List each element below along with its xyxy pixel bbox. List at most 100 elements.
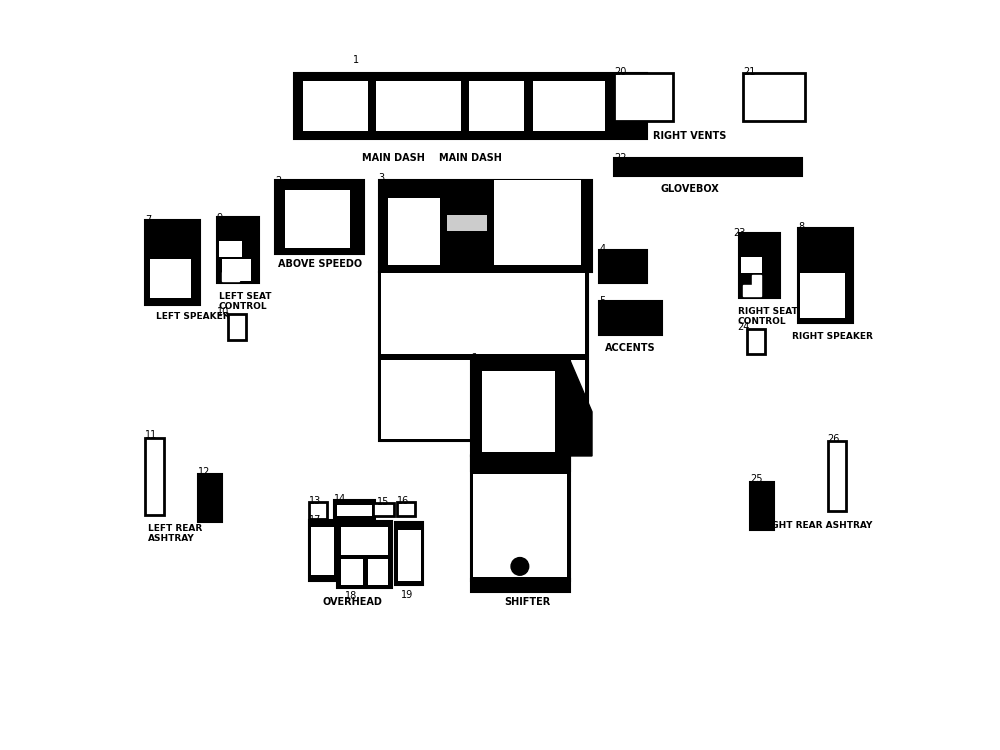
Bar: [222, 259, 251, 280]
Text: 12: 12: [198, 467, 211, 477]
Bar: [743, 74, 805, 121]
Text: 17: 17: [309, 514, 321, 525]
Bar: [471, 360, 570, 456]
Text: 9: 9: [217, 213, 223, 223]
Bar: [150, 260, 191, 298]
Bar: [471, 454, 570, 471]
Bar: [447, 215, 487, 232]
Polygon shape: [570, 360, 592, 456]
Bar: [376, 81, 461, 130]
Bar: [228, 314, 246, 340]
Text: 11: 11: [145, 430, 157, 440]
Text: 3: 3: [379, 172, 385, 182]
Bar: [533, 81, 605, 130]
Bar: [341, 559, 363, 585]
Bar: [599, 302, 662, 334]
Text: OVERHEAD: OVERHEAD: [323, 597, 383, 608]
Text: 19: 19: [401, 590, 414, 600]
Bar: [379, 180, 592, 272]
Text: 14: 14: [334, 494, 347, 504]
Text: 16: 16: [397, 496, 409, 506]
Bar: [800, 274, 845, 317]
Text: 7: 7: [145, 214, 151, 224]
Bar: [614, 74, 673, 121]
Bar: [798, 228, 853, 323]
Bar: [379, 358, 588, 441]
Bar: [337, 506, 372, 516]
Text: 26: 26: [828, 434, 840, 444]
Text: 13: 13: [309, 496, 321, 506]
Bar: [311, 527, 334, 575]
Text: ACCENTS: ACCENTS: [605, 344, 656, 353]
Text: RIGHT SPEAKER: RIGHT SPEAKER: [792, 332, 873, 341]
Text: 1: 1: [353, 55, 359, 64]
Bar: [471, 456, 570, 581]
Text: ABOVE SPEEDO: ABOVE SPEEDO: [278, 260, 362, 269]
Bar: [828, 441, 846, 512]
Text: 6: 6: [471, 353, 477, 363]
Bar: [294, 74, 647, 140]
Bar: [285, 190, 350, 248]
Text: MAIN DASH: MAIN DASH: [439, 153, 502, 163]
Bar: [747, 328, 765, 355]
Text: 23: 23: [733, 228, 746, 238]
Bar: [219, 241, 242, 257]
Bar: [388, 198, 440, 265]
Bar: [381, 274, 585, 355]
Bar: [800, 274, 845, 317]
Bar: [381, 360, 585, 439]
Bar: [303, 81, 368, 130]
Text: 4: 4: [599, 244, 606, 254]
Text: GLOVEBOX: GLOVEBOX: [661, 184, 719, 194]
Bar: [614, 158, 802, 176]
Bar: [473, 475, 567, 578]
Text: LEFT REAR
ASHTRAY: LEFT REAR ASHTRAY: [148, 524, 202, 543]
Bar: [469, 81, 524, 130]
Bar: [750, 482, 774, 530]
Bar: [741, 257, 762, 274]
Bar: [145, 220, 200, 305]
Bar: [217, 217, 259, 283]
Text: MAIN DASH: MAIN DASH: [362, 153, 425, 163]
Text: RIGHT VENTS: RIGHT VENTS: [653, 130, 727, 140]
Bar: [334, 500, 375, 518]
Bar: [275, 180, 364, 254]
Circle shape: [511, 557, 529, 575]
Bar: [368, 559, 388, 585]
Text: 8: 8: [798, 222, 804, 232]
Text: SHIFTER: SHIFTER: [504, 597, 550, 608]
Bar: [599, 250, 647, 283]
Polygon shape: [743, 275, 761, 296]
Bar: [145, 220, 200, 305]
Bar: [145, 437, 164, 515]
Bar: [395, 522, 423, 585]
Bar: [798, 228, 853, 323]
Text: 21: 21: [743, 68, 755, 77]
Bar: [739, 233, 780, 298]
Bar: [309, 520, 337, 581]
Text: 22: 22: [614, 153, 627, 163]
Text: LEFT SEAT
CONTROL: LEFT SEAT CONTROL: [219, 292, 271, 311]
Text: 20: 20: [614, 68, 626, 77]
Bar: [494, 180, 581, 265]
Bar: [471, 579, 570, 592]
Bar: [337, 520, 392, 589]
Text: 10: 10: [217, 308, 229, 317]
Bar: [150, 260, 191, 298]
Text: 5: 5: [599, 296, 606, 305]
Text: RIGHT SEAT
CONTROL: RIGHT SEAT CONTROL: [738, 307, 798, 326]
Bar: [309, 503, 327, 518]
Text: 2: 2: [275, 176, 282, 186]
Text: 25: 25: [750, 475, 763, 484]
Bar: [373, 503, 394, 516]
Bar: [398, 530, 421, 581]
Bar: [198, 475, 222, 522]
Text: 15: 15: [377, 497, 389, 507]
Bar: [397, 502, 415, 516]
Bar: [482, 371, 555, 452]
Text: 18: 18: [345, 592, 358, 602]
Text: 24: 24: [737, 322, 749, 332]
Text: LEFT SPEAKER: LEFT SPEAKER: [156, 313, 229, 322]
Bar: [341, 527, 388, 555]
Polygon shape: [222, 261, 239, 280]
